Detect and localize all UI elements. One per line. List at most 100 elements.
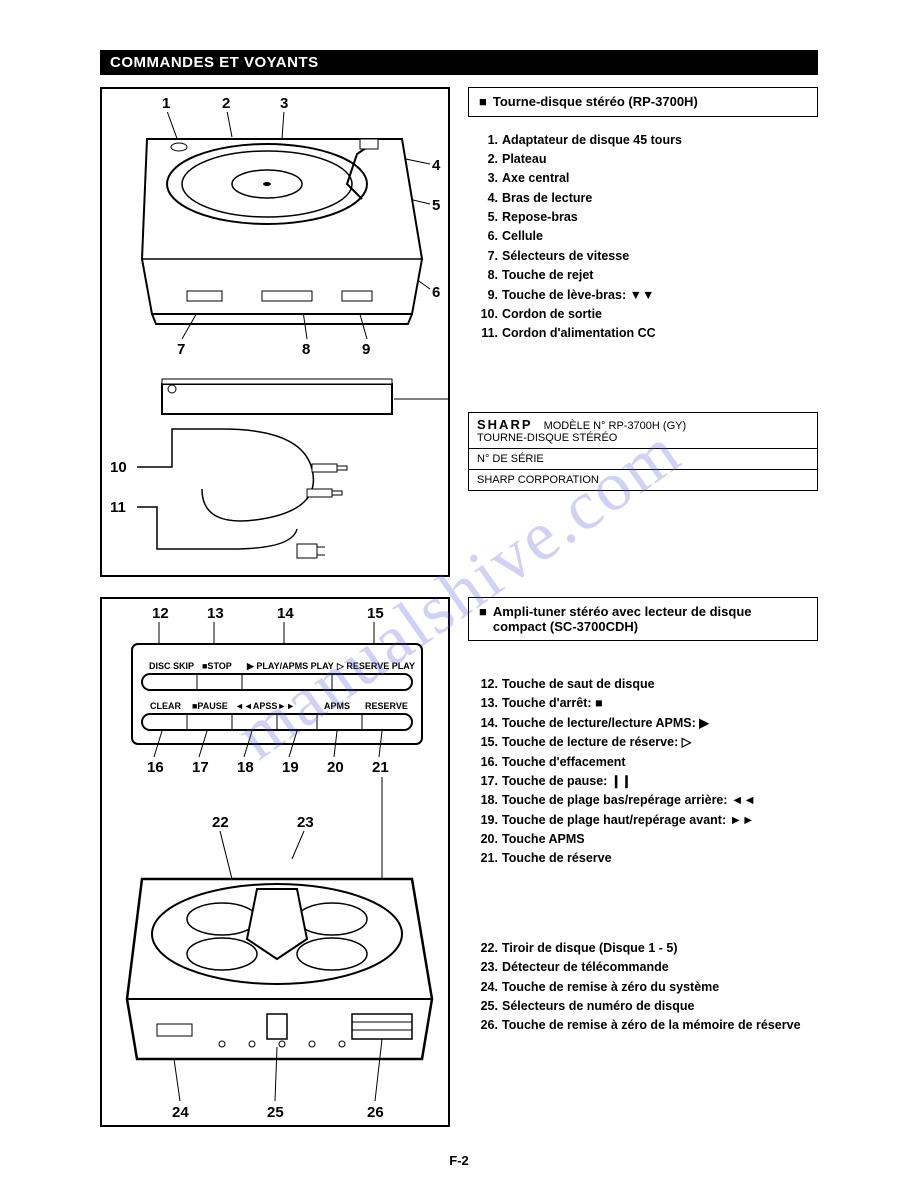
li-num: 25. xyxy=(474,997,498,1016)
li-num: 12. xyxy=(474,675,498,694)
model-value: RP-3700H (GY) xyxy=(609,420,687,432)
li-num: 2. xyxy=(474,150,498,169)
li-text: Touche de lecture de réserve: ▷ xyxy=(502,733,691,752)
svg-text:CLEAR: CLEAR xyxy=(150,701,181,711)
callout-2: 2 xyxy=(222,95,230,112)
li-num: 17. xyxy=(474,772,498,791)
section-header: COMMANDES ET VOYANTS xyxy=(100,50,818,75)
callout-3: 3 xyxy=(280,95,288,112)
callout-25: 25 xyxy=(267,1104,284,1121)
diagram-turntable: 1 2 3 4 5 6 7 8 9 10 11 xyxy=(100,87,450,577)
callout-9: 9 xyxy=(362,341,370,358)
title-text: Tourne-disque stéréo (RP-3700H) xyxy=(493,94,698,109)
li-num: 20. xyxy=(474,830,498,849)
li-num: 7. xyxy=(474,247,498,266)
li-text: Cellule xyxy=(502,227,543,246)
bullet-icon: ■ xyxy=(479,604,487,620)
diagram-cd: 12 13 14 15 16 17 18 19 20 21 22 23 24 2… xyxy=(100,597,450,1127)
li-text: Détecteur de télécommande xyxy=(502,958,669,977)
title-cd: ■ Ampli-tuner stéréo avec lecteur de dis… xyxy=(468,597,818,641)
li-num: 1. xyxy=(474,131,498,150)
li-text: Sélecteurs de numéro de disque xyxy=(502,997,694,1016)
svg-text:◄◄APSS►►: ◄◄APSS►► xyxy=(235,701,295,711)
li-text: Bras de lecture xyxy=(502,189,592,208)
li-num: 24. xyxy=(474,978,498,997)
callout-16: 16 xyxy=(147,759,164,776)
callout-11: 11 xyxy=(110,499,126,516)
li-text: Tiroir de disque (Disque 1 - 5) xyxy=(502,939,678,958)
li-num: 16. xyxy=(474,753,498,772)
li-num: 26. xyxy=(474,1016,498,1035)
title-turntable: ■ Tourne-disque stéréo (RP-3700H) xyxy=(468,87,818,117)
svg-text:APMS: APMS xyxy=(324,701,350,711)
model-label-plate: SHARP MODÈLE N° RP-3700H (GY) TOURNE-DIS… xyxy=(468,412,818,491)
li-text: Touche de remise à zéro du système xyxy=(502,978,719,997)
callout-4: 4 xyxy=(432,157,440,174)
callout-21: 21 xyxy=(372,759,389,776)
li-num: 3. xyxy=(474,169,498,188)
li-text: Adaptateur de disque 45 tours xyxy=(502,131,682,150)
li-num: 22. xyxy=(474,939,498,958)
li-num: 19. xyxy=(474,811,498,830)
turntable-text-col: ■ Tourne-disque stéréo (RP-3700H) 1.Adap… xyxy=(468,87,818,577)
callout-17: 17 xyxy=(192,759,209,776)
callout-6: 6 xyxy=(432,284,440,301)
callout-23: 23 xyxy=(297,814,314,831)
callout-12: 12 xyxy=(152,605,169,622)
callout-15: 15 xyxy=(367,605,384,622)
lbl-disc-skip: DISC SKIP xyxy=(149,661,194,671)
li-num: 4. xyxy=(474,189,498,208)
li-text: Touche de saut de disque xyxy=(502,675,655,694)
cd-figure: DISC SKIP ■STOP ▶ PLAY/APMS PLAY ▷ RESER… xyxy=(102,599,448,1125)
li-num: 6. xyxy=(474,227,498,246)
callout-5: 5 xyxy=(432,197,440,214)
serial-row: N° DE SÉRIE xyxy=(469,449,817,470)
li-text: Sélecteurs de vitesse xyxy=(502,247,629,266)
li-num: 9. xyxy=(474,286,498,305)
callout-22: 22 xyxy=(212,814,229,831)
callout-19: 19 xyxy=(282,759,299,776)
li-text: Touche de plage haut/repérage avant: ►► xyxy=(502,811,754,830)
li-text: Repose-bras xyxy=(502,208,578,227)
li-text: Touche de rejet xyxy=(502,266,593,285)
li-text: Touche de pause: ❙❙ xyxy=(502,772,632,791)
callout-10: 10 xyxy=(110,459,127,476)
callout-26: 26 xyxy=(367,1104,384,1121)
li-text: Touche d'effacement xyxy=(502,753,626,772)
model-desc: TOURNE-DISQUE STÉRÉO xyxy=(477,432,617,444)
row-cd: 12 13 14 15 16 17 18 19 20 21 22 23 24 2… xyxy=(100,597,818,1127)
li-text: Axe central xyxy=(502,169,569,188)
li-text: Touche d'arrêt: ■ xyxy=(502,694,603,713)
turntable-parts-list: 1.Adaptateur de disque 45 tours 2.Platea… xyxy=(468,131,818,344)
li-text: Touche de réserve xyxy=(502,849,612,868)
model-label: MODÈLE N° xyxy=(544,420,606,432)
li-num: 14. xyxy=(474,714,498,733)
turntable-figure xyxy=(102,89,448,575)
li-text: Touche de lève-bras: ▼▼ xyxy=(502,286,654,305)
li-text: Cordon de sortie xyxy=(502,305,602,324)
svg-text:RESERVE: RESERVE xyxy=(365,701,408,711)
brand-logo: SHARP xyxy=(477,417,533,432)
callout-8: 8 xyxy=(302,341,310,358)
li-num: 18. xyxy=(474,791,498,810)
li-num: 13. xyxy=(474,694,498,713)
li-num: 10. xyxy=(474,305,498,324)
li-text: Touche APMS xyxy=(502,830,585,849)
callout-13: 13 xyxy=(207,605,224,622)
svg-text:■STOP: ■STOP xyxy=(202,661,232,671)
li-text: Touche de plage bas/repérage arrière: ◄◄ xyxy=(502,791,756,810)
callout-14: 14 xyxy=(277,605,294,622)
li-num: 11. xyxy=(474,324,498,343)
cd-text-col: ■ Ampli-tuner stéréo avec lecteur de dis… xyxy=(468,597,818,1127)
li-text: Cordon d'alimentation CC xyxy=(502,324,656,343)
li-text: Plateau xyxy=(502,150,546,169)
li-text: Touche de remise à zéro de la mémoire de… xyxy=(502,1016,801,1035)
li-num: 21. xyxy=(474,849,498,868)
cd-parts-list-a: 12.Touche de saut de disque 13.Touche d'… xyxy=(468,675,818,869)
svg-text:■PAUSE: ■PAUSE xyxy=(192,701,228,711)
li-num: 15. xyxy=(474,733,498,752)
callout-18: 18 xyxy=(237,759,254,776)
li-text: Touche de lecture/lecture APMS: ▶ xyxy=(502,714,709,733)
callout-20: 20 xyxy=(327,759,344,776)
li-num: 5. xyxy=(474,208,498,227)
